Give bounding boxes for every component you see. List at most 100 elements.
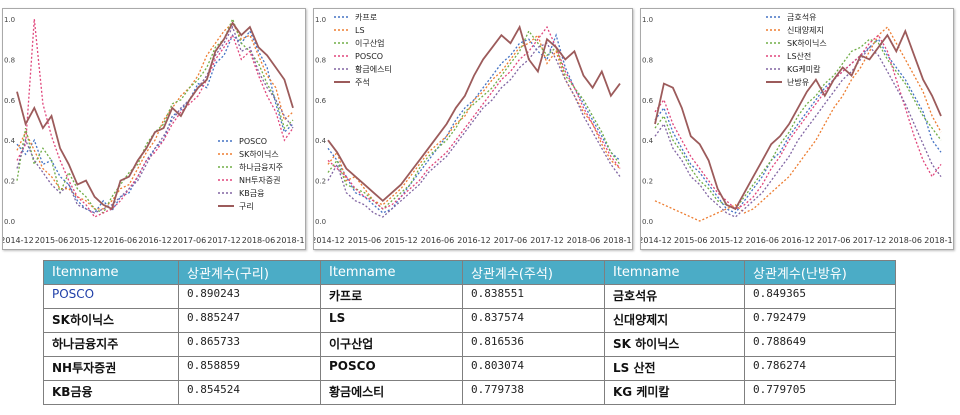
y-tick-label: 0.4 bbox=[4, 137, 16, 145]
x-tick-label: 2015-06 bbox=[674, 236, 707, 245]
x-tick-label: 2015-06 bbox=[35, 236, 68, 245]
item-name-cell: 금호석유 bbox=[604, 284, 745, 309]
correlation-table: Itemname 상관계수(구리) Itemname 상관계수(주석) Item… bbox=[43, 260, 896, 405]
series-line-POSCO bbox=[327, 25, 621, 210]
header-corr-copper: 상관계수(구리) bbox=[178, 260, 321, 285]
series-line-SK하이닉스 bbox=[16, 21, 294, 210]
correlation-value-cell: 0.788649 bbox=[744, 332, 896, 357]
x-tick-label: 2018-12 bbox=[276, 236, 305, 245]
series-line-SK하이닉스 bbox=[654, 38, 942, 210]
chart-panel-heating-oil: 0.0 0.2 0.4 0.6 0.8 1.0 2014-12 2015-06 2015-12 2… bbox=[640, 8, 954, 250]
legend-label: 카프로 bbox=[355, 13, 377, 22]
series-line-주석 bbox=[327, 24, 621, 203]
legend-label: 하나금융지주 bbox=[239, 162, 283, 172]
correlation-value-cell: 0.837574 bbox=[462, 308, 605, 333]
legend-label: 신대양제지 bbox=[787, 26, 824, 35]
y-tick-label: 0.8 bbox=[4, 56, 15, 64]
table-row: NH투자증권 0.858859 POSCO 0.803074 LS 산전 0.786274 bbox=[43, 356, 896, 381]
y-tick-label: 0.4 bbox=[315, 137, 327, 145]
y-tick-label: 1.0 bbox=[315, 16, 326, 24]
correlation-value-cell: 0.792479 bbox=[744, 308, 896, 333]
item-name-cell: POSCO bbox=[320, 356, 463, 381]
x-tick-label: 2017-06 bbox=[817, 236, 850, 245]
legend-label: 주석 bbox=[355, 77, 370, 87]
y-tick-label: 0.0 bbox=[4, 218, 15, 226]
series-line-KB금융 bbox=[16, 25, 294, 214]
x-tick-label: 2016-12 bbox=[138, 236, 171, 245]
correlation-value-cell: 0.816536 bbox=[462, 332, 605, 357]
correlation-value-cell: 0.865733 bbox=[178, 332, 321, 357]
x-tick-label: 2018-06 bbox=[889, 236, 922, 245]
x-tick-label: 2015-12 bbox=[384, 236, 417, 245]
x-tick-label: 2016-12 bbox=[457, 236, 490, 245]
item-name-cell: NH투자증권 bbox=[43, 356, 179, 381]
chart-panel-copper: 0.0 0.2 0.4 0.6 0.8 1.0 2014-12 2015-06 2015-12 2… bbox=[2, 8, 306, 250]
item-name-cell: 하나금융지주 bbox=[43, 332, 179, 357]
x-tick-label: 2018-06 bbox=[242, 236, 275, 245]
legend-label: LS bbox=[355, 26, 365, 35]
x-tick-label: 2015-12 bbox=[69, 236, 102, 245]
item-name-cell: POSCO bbox=[43, 284, 179, 309]
x-tick-label: 2017-12 bbox=[853, 236, 886, 245]
item-name-cell: 카프로 bbox=[320, 284, 463, 309]
item-name-cell: 신대양제지 bbox=[604, 308, 745, 333]
item-name-cell: KB금융 bbox=[43, 380, 179, 405]
x-tick-label: 2016-06 bbox=[421, 236, 454, 245]
correlation-value-cell: 0.890243 bbox=[178, 284, 321, 309]
y-tick-label: 0.0 bbox=[642, 218, 653, 226]
x-tick-label: 2014-12 bbox=[3, 236, 34, 245]
item-name-cell: KG 케미칼 bbox=[604, 380, 745, 405]
correlation-value-cell: 0.858859 bbox=[178, 356, 321, 381]
series-line-카프로 bbox=[327, 33, 621, 214]
y-tick-label: 1.0 bbox=[642, 16, 653, 24]
item-name-cell: LS bbox=[320, 308, 463, 333]
y-tick-label: 0.6 bbox=[315, 97, 327, 105]
x-tick-label: 2016-06 bbox=[746, 236, 779, 245]
correlation-value-cell: 0.854524 bbox=[178, 380, 321, 405]
item-name-cell: LS 산전 bbox=[604, 356, 745, 381]
x-tick-label: 2018-12 bbox=[924, 236, 953, 245]
x-tick-label: 2017-06 bbox=[173, 236, 206, 245]
legend-label: SK하이닉스 bbox=[239, 149, 279, 159]
y-tick-label: 0.8 bbox=[315, 56, 326, 64]
y-tick-label: 1.0 bbox=[4, 16, 15, 24]
item-name-cell: 이구산업 bbox=[320, 332, 463, 357]
header-corr-tin: 상관계수(주석) bbox=[462, 260, 605, 285]
correlation-value-cell: 0.849365 bbox=[744, 284, 896, 309]
series-line-난방유 bbox=[654, 28, 942, 211]
x-tick-label: 2018-12 bbox=[603, 236, 632, 245]
table-row: 하나금융지주 0.865733 이구산업 0.816536 SK 하이닉스 0.78864… bbox=[43, 332, 896, 357]
y-tick-label: 0.4 bbox=[642, 137, 654, 145]
legend-label: 이구산업 bbox=[355, 38, 384, 48]
x-tick-label: 2014-12 bbox=[314, 236, 345, 245]
header-corr-heating-oil: 상관계수(난방유) bbox=[744, 260, 896, 285]
y-tick-label: 0.8 bbox=[642, 56, 653, 64]
legend-label: 구리 bbox=[239, 202, 254, 211]
table-row: POSCO 0.890243 카프로 0.838551 금호석유 0.849365 bbox=[43, 284, 896, 309]
table-header-row: Itemname 상관계수(구리) Itemname 상관계수(주석) Item… bbox=[43, 260, 896, 285]
series-line-LS bbox=[327, 34, 621, 206]
correlation-value-cell: 0.803074 bbox=[462, 356, 605, 381]
y-tick-label: 0.2 bbox=[315, 178, 326, 186]
item-name-cell: 황금에스티 bbox=[320, 380, 463, 405]
legend-label: 황금에스티 bbox=[355, 64, 392, 74]
table-row: SK하이닉스 0.885247 LS 0.837574 신대양제지 0.792479 bbox=[43, 308, 896, 333]
series-line-NH투자증권 bbox=[16, 18, 294, 218]
x-tick-label: 2014-12 bbox=[641, 236, 672, 245]
item-name-cell: SK하이닉스 bbox=[43, 308, 179, 333]
legend-label: KG케미칼 bbox=[787, 65, 821, 74]
x-tick-label: 2017-06 bbox=[494, 236, 527, 245]
y-tick-label: 0.2 bbox=[642, 178, 653, 186]
correlation-value-cell: 0.779705 bbox=[744, 380, 896, 405]
series-line-LS산전 bbox=[654, 34, 942, 210]
x-tick-label: 2015-06 bbox=[348, 236, 381, 245]
legend-label: LS산전 bbox=[787, 51, 811, 61]
x-tick-label: 2015-12 bbox=[710, 236, 743, 245]
x-tick-label: 2018-06 bbox=[567, 236, 600, 245]
legend-label: POSCO bbox=[239, 137, 267, 146]
correlation-value-cell: 0.786274 bbox=[744, 356, 896, 381]
y-tick-label: 0.6 bbox=[642, 97, 654, 105]
x-tick-label: 2017-12 bbox=[207, 236, 240, 245]
